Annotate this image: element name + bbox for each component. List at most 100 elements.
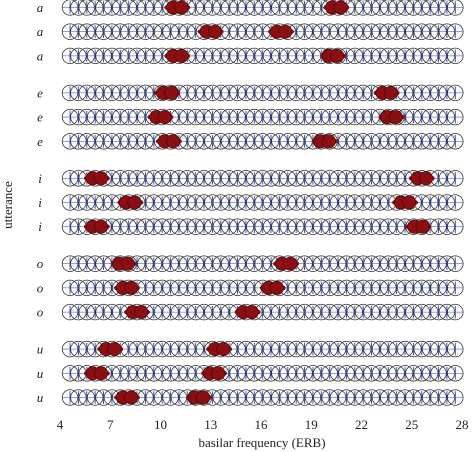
- formant-blob: [124, 390, 139, 405]
- utterance-row-e-3: e: [37, 133, 464, 150]
- formant-marker-2: [378, 110, 405, 125]
- formant-marker-1: [114, 280, 140, 295]
- formant-marker-1: [83, 366, 110, 381]
- row-label: u: [37, 366, 44, 381]
- formant-blob: [174, 0, 189, 15]
- x-tick-label: 25: [405, 417, 418, 432]
- formant-blob: [278, 24, 293, 39]
- row-label: e: [37, 110, 43, 125]
- formant-marker-1: [197, 24, 224, 39]
- formant-marker-1: [147, 110, 174, 125]
- utterance-row-e-2: e: [37, 108, 464, 126]
- x-tick-label: 10: [154, 417, 167, 432]
- formant-marker-2: [206, 342, 233, 357]
- utterance-row-a-1: a: [37, 0, 464, 16]
- formant-marker-1: [114, 390, 140, 405]
- formant-blob: [94, 219, 109, 234]
- channel-rings: [61, 133, 464, 150]
- formant-marker-2: [234, 305, 261, 320]
- formant-marker-1: [83, 219, 110, 234]
- utterance-row-a-3: a: [37, 47, 464, 65]
- utterance-row-u-2: u: [37, 365, 464, 382]
- formant-marker-2: [201, 366, 228, 381]
- utterance-row-i-1: i: [38, 170, 464, 187]
- formant-blob: [174, 48, 189, 63]
- utterance-row-i-3: i: [38, 218, 464, 235]
- channel-rings: [61, 47, 464, 65]
- formant-marker-1: [110, 256, 137, 271]
- formant-marker-1: [83, 171, 110, 186]
- formant-marker-1: [155, 134, 182, 149]
- formant-blob: [124, 280, 139, 295]
- x-tick-label: 22: [355, 417, 368, 432]
- row-label: o: [37, 305, 44, 320]
- x-tick-label: 19: [305, 417, 318, 432]
- formant-marker-2: [373, 85, 400, 100]
- formant-blob: [196, 390, 211, 405]
- utterance-row-e-1: e: [37, 84, 464, 102]
- row-label: i: [38, 195, 42, 210]
- formant-marker-2: [323, 0, 350, 15]
- formant-marker-2: [311, 134, 338, 149]
- channel-rings: [61, 218, 464, 235]
- row-label: a: [37, 48, 44, 63]
- formant-marker-2: [186, 390, 212, 405]
- channel-rings: [61, 23, 464, 40]
- formant-blob: [211, 366, 226, 381]
- x-tick-label: 13: [204, 417, 217, 432]
- channel-rings: [61, 340, 464, 358]
- formant-marker-1: [117, 195, 144, 210]
- formant-blob: [94, 366, 109, 381]
- channel-rings: [61, 303, 464, 321]
- row-label: e: [37, 85, 43, 100]
- formant-blob: [244, 305, 259, 320]
- x-axis-ticks: 4 7 10 13 16 19 22 25 28: [57, 417, 469, 432]
- row-label: o: [37, 280, 44, 295]
- utterance-row-o-3: o: [37, 303, 464, 321]
- formant-marker-1: [154, 85, 181, 100]
- formant-blob: [207, 24, 222, 39]
- formant-blob: [164, 85, 179, 100]
- row-label: o: [37, 256, 44, 271]
- formant-blob: [321, 134, 336, 149]
- utterance-row-a-2: a: [37, 23, 464, 40]
- x-axis-label: basilar frequency (ERB): [198, 435, 325, 450]
- channel-rings: [61, 84, 464, 102]
- row-label: i: [38, 171, 42, 186]
- row-label: a: [37, 0, 44, 15]
- formant-marker-2: [320, 48, 346, 63]
- row-label: i: [38, 219, 42, 234]
- formant-blob: [283, 256, 298, 271]
- row-label: u: [37, 390, 44, 405]
- utterance-row-o-1: o: [37, 255, 464, 272]
- formant-blob: [269, 280, 284, 295]
- channel-rings: [61, 365, 464, 382]
- formant-marker-2: [408, 171, 435, 186]
- utterance-row-i-2: i: [38, 194, 464, 211]
- formant-blob: [157, 110, 172, 125]
- formant-blob: [330, 48, 345, 63]
- row-label: u: [37, 342, 44, 357]
- y-axis-label: utterance: [0, 181, 15, 229]
- channel-rings: [61, 194, 464, 211]
- formant-blob: [216, 342, 231, 357]
- formant-blob: [418, 171, 433, 186]
- formant-marker-1: [164, 0, 191, 15]
- utterance-row-u-1: u: [37, 340, 464, 358]
- formant-blob: [120, 256, 135, 271]
- formant-marker-2: [405, 219, 432, 234]
- formant-marker-1: [124, 305, 150, 320]
- formant-blob: [402, 195, 417, 210]
- utterance-row-u-3: u: [37, 389, 464, 406]
- formant-blob: [383, 85, 398, 100]
- formant-marker-2: [273, 256, 300, 271]
- formant-blob: [415, 219, 430, 234]
- formant-marker-1: [97, 342, 124, 357]
- x-tick-label: 4: [57, 417, 64, 432]
- formant-marker-2: [392, 195, 418, 210]
- formant-marker-2: [268, 24, 295, 39]
- formant-blob: [134, 305, 149, 320]
- formant-blob: [166, 134, 181, 149]
